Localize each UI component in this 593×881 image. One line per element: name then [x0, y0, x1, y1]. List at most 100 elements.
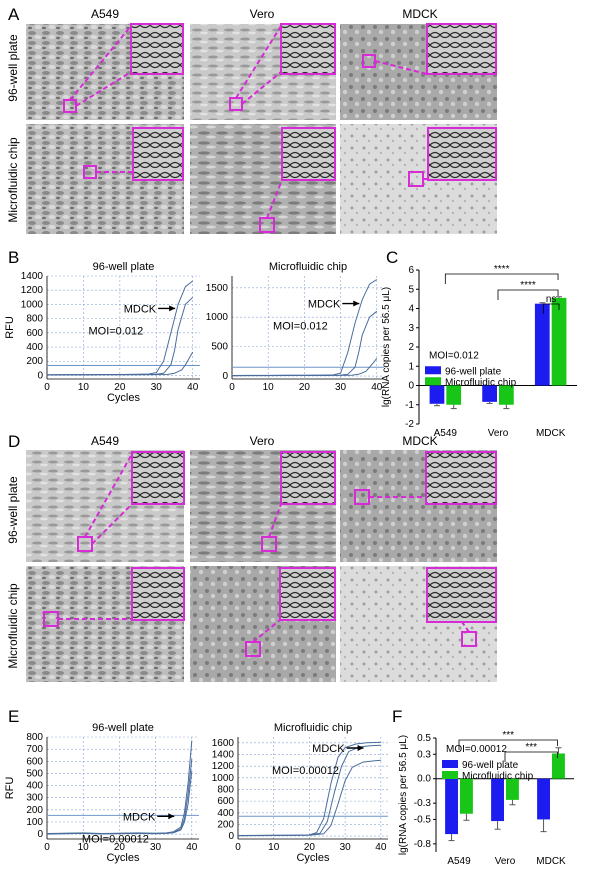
arrow-head	[168, 813, 175, 820]
moi-label: MOI=0.00012	[272, 765, 339, 777]
moi-label: MOI=0.012	[88, 325, 143, 337]
zoom-inset	[426, 23, 497, 75]
zoom-inset	[427, 127, 497, 181]
row-label-chip: Microfluidic chip	[6, 137, 20, 223]
significance-bracket	[458, 739, 558, 750]
amplification-curve-3	[46, 770, 193, 835]
y-axis-label: RFU	[4, 316, 16, 339]
legend-label: Microfluidic chip	[462, 771, 534, 782]
y-tick-label: -0.8	[414, 839, 432, 850]
bar-a549-chip	[460, 778, 473, 814]
bar-mdck-plate	[537, 778, 550, 820]
y-tick-label: 500	[211, 342, 228, 353]
annotation-mdck: MDCK	[124, 303, 157, 315]
amplification-curve-3	[231, 358, 378, 377]
y-tick-label: 1600	[212, 738, 235, 749]
zoom-inset	[281, 127, 336, 181]
legend-swatch	[442, 760, 458, 768]
panel-letter-B: B	[8, 248, 19, 267]
significance-bracket	[504, 751, 558, 762]
category-label: MDCK	[536, 856, 566, 867]
y-tick-label: 4	[408, 304, 414, 315]
arrow-head	[353, 300, 360, 307]
y-tick-label: 500	[26, 768, 43, 779]
y-tick-label: 400	[26, 781, 43, 792]
row-label-chip: Microfluidic chip	[6, 583, 20, 669]
y-tick-label: 0	[228, 831, 234, 842]
y-tick-label: -1	[405, 400, 414, 411]
bar-mdck-plate	[534, 303, 550, 386]
y-tick-label: 300	[26, 793, 43, 804]
bar-vero-plate	[482, 385, 497, 402]
x-tick-label: 0	[229, 382, 235, 393]
annotation-mdck: MDCK	[312, 743, 345, 755]
y-axis-label: lg(RNA copies per 56.5 μL)	[398, 735, 409, 855]
column-label-mdck: MDCK	[402, 434, 437, 448]
panel-letter-F: F	[392, 707, 402, 726]
zoom-guide-line	[461, 621, 470, 633]
bar-a549-chip	[446, 385, 462, 405]
x-tick-label: 40	[186, 842, 198, 853]
zoom-inset	[280, 23, 336, 75]
bar-a549-plate	[429, 385, 445, 404]
x-tick-label: 0	[44, 382, 50, 393]
bar-chart-F: -0.8 -0.5 -0.3 0.0 0.3 0.5 lg(RNA copies per 5…	[398, 730, 574, 867]
significance-label: ****	[520, 280, 536, 291]
zoom-inset	[131, 451, 185, 505]
x-tick-label: 20	[299, 382, 311, 393]
x-tick-label: 40	[375, 842, 387, 853]
bar-vero-chip	[506, 778, 519, 800]
y-tick-label: 1400	[212, 749, 235, 760]
chart-title: 96-well plate	[93, 261, 155, 273]
column-label-a549: A549	[91, 434, 119, 448]
y-tick-label: 400	[26, 342, 43, 353]
y-tick-label: 1000	[206, 312, 229, 323]
y-tick-label: 700	[26, 744, 43, 755]
y-tick-label: 200	[26, 805, 43, 816]
legend-swatch	[442, 771, 458, 779]
y-tick-label: 1200	[212, 761, 235, 772]
y-tick-label: 0	[37, 370, 43, 381]
significance-label: ****	[494, 264, 510, 275]
y-axis-label: lg(RNA copies per 56.5 μL)	[381, 287, 392, 407]
bar-a549-plate	[445, 778, 458, 835]
x-axis-label: Cycles	[107, 392, 141, 404]
y-tick-label: 0	[222, 371, 228, 382]
x-tick-label: 30	[150, 842, 162, 853]
y-axis-label: RFU	[4, 777, 16, 800]
y-tick-label: 1200	[21, 285, 44, 296]
zoom-guide-line	[75, 71, 132, 107]
y-tick-label: 1400	[21, 271, 44, 282]
panel-letter-A: A	[8, 5, 20, 24]
moi-label: MOI=0.012	[273, 321, 328, 333]
significance-label: ***	[525, 742, 537, 753]
category-label: Vero	[488, 428, 509, 439]
x-tick-label: 0	[235, 842, 241, 853]
x-tick-label: 20	[114, 382, 126, 393]
zoom-inset	[279, 567, 336, 621]
x-tick-label: 10	[263, 382, 275, 393]
bar-vero-chip	[499, 385, 514, 405]
x-tick-label: 40	[187, 382, 199, 393]
y-tick-label: 800	[26, 732, 43, 743]
bar-vero-plate	[491, 778, 504, 822]
panel-letter-E: E	[8, 707, 19, 726]
y-tick-label: 200	[217, 819, 234, 830]
amplification-curve-3	[237, 759, 381, 837]
y-tick-label: 6	[408, 265, 414, 276]
column-label-vero: Vero	[250, 434, 275, 448]
y-tick-label: 5	[408, 284, 414, 295]
zoom-guide-line	[374, 60, 428, 75]
y-tick-label: -2	[405, 419, 414, 430]
significance-label: ***	[502, 730, 514, 741]
y-tick-label: -0.3	[414, 798, 432, 809]
chart-title: Microfluidic chip	[274, 722, 352, 734]
y-tick-label: 0	[37, 829, 43, 840]
panel-letter-C: C	[386, 248, 398, 267]
y-tick-label: 0.0	[417, 774, 431, 785]
zoom-inset	[130, 23, 184, 75]
